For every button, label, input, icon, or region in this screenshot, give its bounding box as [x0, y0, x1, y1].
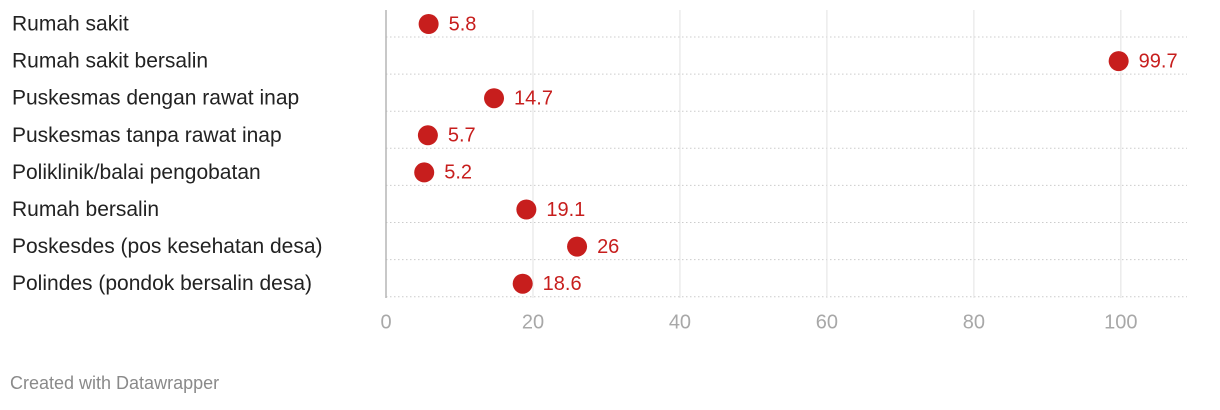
x-tick-label: 80: [963, 311, 985, 333]
dot: [418, 14, 439, 34]
category-label: Puskesmas tanpa rawat inap: [12, 124, 282, 147]
value-label: 18.6: [543, 273, 582, 295]
dot: [567, 236, 588, 257]
value-label: 5.2: [444, 162, 472, 184]
dot: [512, 273, 533, 294]
category-label: Polindes (pondok bersalin desa): [12, 272, 312, 295]
value-label: 26: [597, 236, 619, 258]
value-label: 99.7: [1139, 50, 1178, 72]
x-tick-label: 40: [669, 311, 691, 333]
credit: Created with Datawrapper: [10, 373, 219, 393]
x-tick-label: 0: [380, 311, 391, 333]
dot: [417, 125, 438, 146]
x-tick-label: 100: [1104, 311, 1137, 333]
category-label: Rumah bersalin: [12, 198, 159, 221]
value-label: 19.1: [546, 199, 585, 221]
dot: [516, 199, 537, 220]
category-label: Puskesmas dengan rawat inap: [12, 87, 299, 110]
category-label: Rumah sakit: [12, 13, 129, 36]
category-label: Poliklinik/balai pengobatan: [12, 161, 261, 184]
value-label: 14.7: [514, 87, 553, 109]
dot: [484, 88, 505, 109]
value-label: 5.8: [449, 13, 477, 35]
category-label: Poskesdes (pos kesehatan desa): [12, 235, 323, 258]
category-label: Rumah sakit bersalin: [12, 50, 208, 73]
value-label: 5.7: [448, 125, 476, 147]
dot: [1108, 51, 1129, 72]
x-tick-label: 60: [816, 311, 838, 333]
x-tick-label: 20: [522, 311, 544, 333]
dot: [414, 162, 435, 183]
